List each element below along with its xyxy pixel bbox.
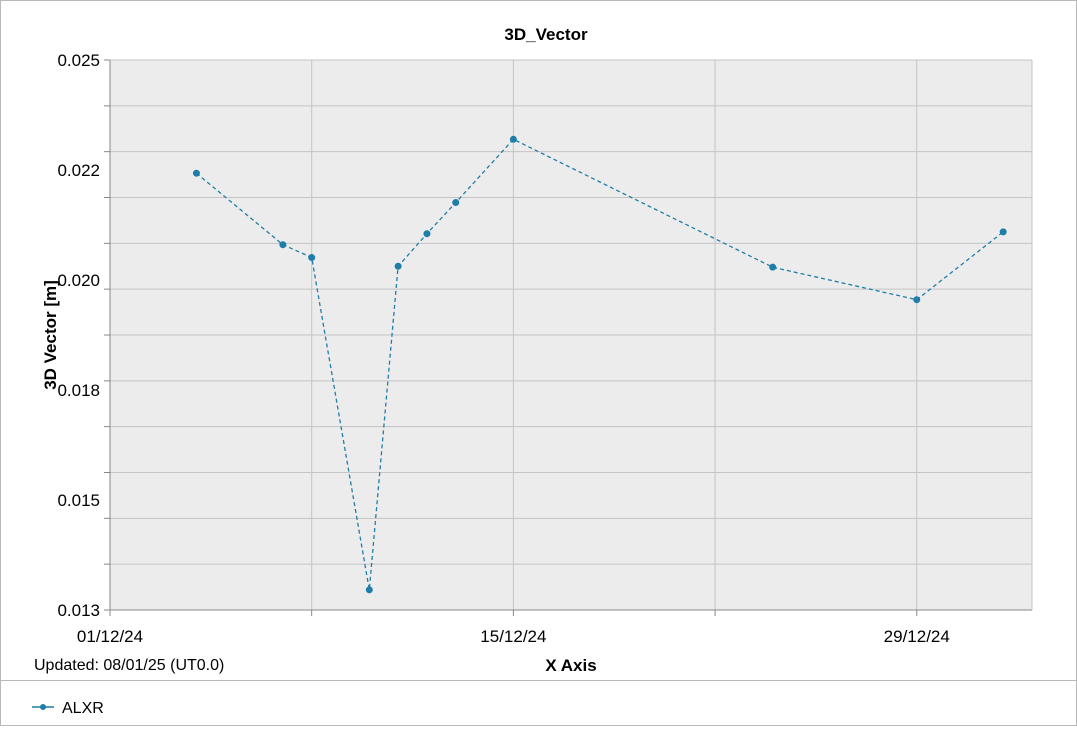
data-point-alxr <box>913 296 921 304</box>
x-tick-label: 15/12/24 <box>480 627 546 646</box>
x-axis-label: X Axis <box>545 656 596 675</box>
legend-marker-alxr <box>40 704 46 710</box>
y-tick-label: 0.015 <box>57 491 100 510</box>
data-point-alxr <box>192 169 200 177</box>
data-point-alxr <box>423 230 431 238</box>
x-tick-labels: 01/12/24 15/12/24 29/12/24 <box>77 627 950 646</box>
data-point-alxr <box>308 254 316 262</box>
data-point-alxr <box>452 199 460 207</box>
chart-title: 3D_Vector <box>504 25 588 44</box>
x-tick-label: 01/12/24 <box>77 627 143 646</box>
data-point-alxr <box>769 263 777 271</box>
axes <box>104 59 1033 616</box>
y-tick-label: 0.025 <box>57 51 100 70</box>
data-point-alxr <box>279 241 287 249</box>
series-layer <box>192 135 1007 594</box>
y-tick-label: 0.022 <box>57 161 100 180</box>
x-tick-label: 29/12/24 <box>884 627 950 646</box>
data-point-alxr <box>509 135 517 143</box>
data-point-alxr <box>999 228 1007 236</box>
legend-box <box>0 680 1077 726</box>
y-tick-label: 0.018 <box>57 381 100 400</box>
legend: ALXR <box>32 700 104 717</box>
y-tick-label: 0.013 <box>57 601 100 620</box>
data-point-alxr <box>394 262 402 270</box>
y-tick-label: 0.020 <box>57 271 100 290</box>
grid-lines <box>110 60 1032 610</box>
y-tick-labels: 0.013 0.015 0.018 0.020 0.022 0.025 <box>57 51 100 620</box>
y-axis-label: 3D Vector [m] <box>41 280 60 390</box>
legend-label-alxr: ALXR <box>62 700 104 717</box>
data-point-alxr <box>365 586 373 594</box>
updated-text: Updated: 08/01/25 (UT0.0) <box>34 657 224 674</box>
